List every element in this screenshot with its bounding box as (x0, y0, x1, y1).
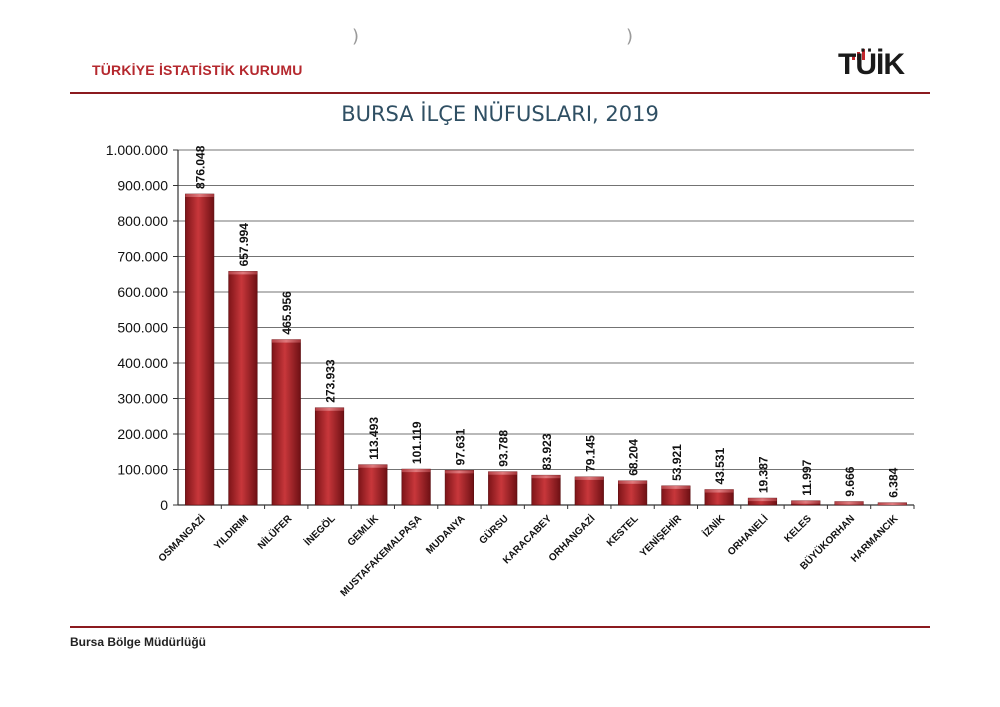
y-tick-label: 300.000 (117, 391, 168, 407)
bar-kestel (618, 480, 648, 506)
bar-cap (228, 271, 258, 275)
bar-i̇negöl (314, 407, 345, 506)
category-label: OSMANGAZİ (155, 512, 208, 565)
footer-rule (70, 626, 930, 628)
y-tick-label: 500.000 (117, 320, 168, 336)
bar-cap (661, 485, 691, 489)
category-label: MUSTAFAKEMALPAŞA (339, 513, 425, 599)
bar-cap (271, 339, 301, 343)
value-label: 465.956 (280, 291, 294, 335)
y-tick-label: 200.000 (117, 426, 168, 442)
value-label: 68.204 (627, 439, 641, 476)
binder-hole-left: ) (352, 26, 360, 47)
category-label: ORHANELİ (724, 512, 770, 558)
category-label: KESTEL (605, 513, 641, 549)
category-label: YILDIRIM (212, 513, 251, 552)
header-rule (70, 92, 930, 94)
bar-cap (791, 500, 821, 504)
category-label: ORHANGAZİ (545, 512, 597, 564)
value-label: 83.923 (540, 433, 554, 470)
value-label: 97.631 (453, 428, 467, 465)
bar-cap (878, 502, 907, 505)
logo-bars-icon (852, 49, 870, 60)
bar-cap (358, 464, 388, 468)
category-label: KELES (783, 513, 815, 545)
bar-cap (185, 194, 214, 198)
bar-orhangazi̇ (574, 476, 604, 506)
organization-name: TÜRKİYE İSTATİSTİK KURUMU (92, 62, 303, 78)
bar-cap (315, 407, 344, 411)
value-label: 11.997 (800, 459, 814, 495)
y-tick-label: 100.000 (117, 462, 168, 478)
bar-cap (748, 498, 777, 502)
y-tick-label: 600.000 (117, 284, 168, 300)
value-label: 19.387 (756, 456, 770, 493)
y-tick-label: 400.000 (117, 355, 168, 371)
y-tick-label: 1.000.000 (106, 142, 168, 158)
category-label: İNEGÖL (301, 512, 337, 548)
value-label: 6.384 (886, 467, 900, 497)
value-label: 113.493 (367, 417, 381, 460)
value-label: 93.788 (497, 430, 511, 467)
y-tick-label: 700.000 (117, 249, 168, 265)
bar-cap (704, 489, 734, 493)
category-label: GEMLİK (344, 511, 381, 548)
binder-hole-right: ) (626, 26, 634, 47)
category-label: MUDANYA (424, 513, 467, 556)
bar-cap (618, 480, 647, 484)
value-label: 79.145 (583, 435, 597, 472)
category-label: İZNİK (700, 511, 728, 539)
value-label: 43.531 (713, 448, 727, 485)
bar-yildirim (228, 271, 258, 506)
value-label: 101.119 (410, 421, 424, 464)
tuik-logo: TÜİK (838, 48, 905, 81)
value-label: 53.921 (670, 444, 684, 481)
category-label: NİLÜFER (255, 511, 295, 551)
bar-cap (531, 475, 561, 479)
y-tick-label: 0 (160, 497, 168, 513)
y-tick-label: 800.000 (117, 213, 168, 229)
value-label: 9.666 (843, 466, 857, 496)
category-label: GÜRSU (476, 512, 511, 547)
chart-title: BURSA İLÇE NÜFUSLARI, 2019 (341, 102, 659, 126)
value-label: 657.994 (237, 223, 251, 267)
bar-cap (488, 471, 517, 475)
bar-cap (445, 470, 474, 474)
bar-ni̇lüfer (271, 339, 301, 506)
footer-office: Bursa Bölge Müdürlüğü (70, 635, 206, 649)
bar-cap (401, 469, 431, 473)
bar-mudanya (444, 470, 474, 506)
bar-karacabey (531, 474, 561, 506)
bar-cap (834, 501, 864, 505)
bar-gürsu (488, 471, 518, 506)
bar-cap (575, 476, 604, 480)
value-label: 876.048 (194, 145, 208, 189)
bar-gemli̇k (358, 464, 388, 506)
category-label: HARMANCIK (849, 513, 901, 565)
bar-osmangazi̇ (185, 193, 215, 506)
value-label: 273.933 (324, 359, 338, 403)
bar-mustafakemalpaşa (401, 468, 431, 506)
y-tick-label: 900.000 (117, 178, 168, 194)
category-label: YENİŞEHİR (637, 511, 685, 559)
